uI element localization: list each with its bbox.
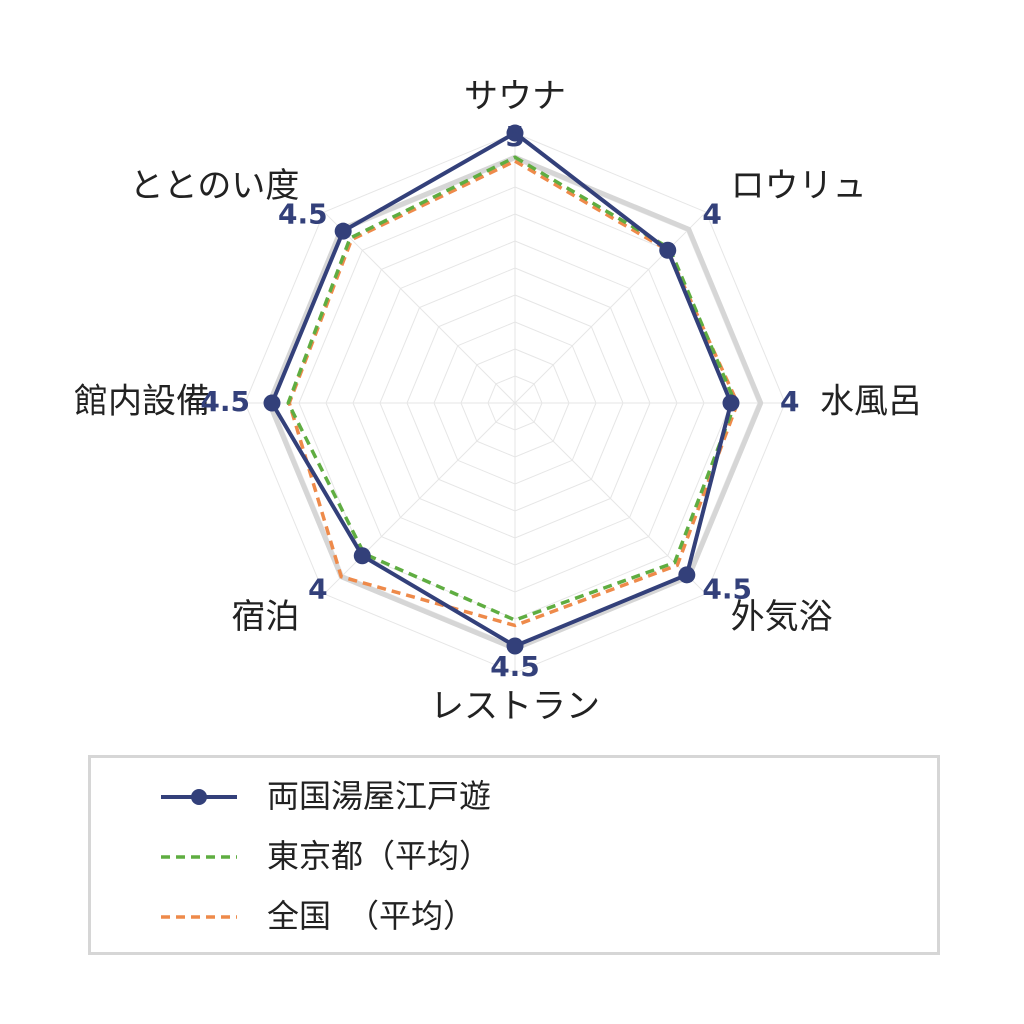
- series-point: [263, 394, 281, 412]
- legend-label: 両国湯屋江戸遊: [267, 777, 492, 815]
- series-line: [286, 155, 738, 622]
- series-point: [353, 547, 371, 565]
- series-point: [334, 222, 352, 240]
- axis-label: サウナ: [464, 77, 566, 117]
- grid-spoke: [323, 402, 516, 595]
- series-point: [506, 637, 524, 655]
- series-point: [506, 124, 524, 142]
- value-label: 4.5: [490, 650, 540, 683]
- series-point: [678, 566, 696, 584]
- value-label: 4: [702, 198, 721, 231]
- axis-label: 館内設備: [74, 382, 210, 422]
- legend-item-series-2: 東京都（平均）: [91, 832, 937, 882]
- series-point: [722, 394, 740, 412]
- axis-label: 水風呂: [820, 382, 922, 422]
- value-label: 4.5: [702, 572, 752, 605]
- legend-swatch-dashed-green: [161, 855, 237, 859]
- value-label: 4.5: [200, 385, 250, 418]
- legend-label: 全国 （平均）: [267, 897, 476, 935]
- grid-spoke: [514, 211, 707, 404]
- value-label: 5: [505, 120, 524, 153]
- legend-label: 東京都（平均）: [267, 837, 492, 875]
- axis-label: ととのい度: [130, 166, 300, 206]
- radar-labels: サウナ5ロウリュ4水風呂4外気浴4.5レストラン4.5宿泊4館内設備4.5ととの…: [74, 77, 922, 727]
- legend-swatch-solid-marker: [161, 789, 237, 805]
- legend-item-series-1: 両国湯屋江戸遊: [91, 772, 937, 822]
- legend: 両国湯屋江戸遊 東京都（平均） 全国 （平均）: [88, 755, 940, 955]
- axis-label: レストラン: [430, 687, 600, 727]
- radar-chart: サウナ5ロウリュ4水風呂4外気浴4.5レストラン4.5宿泊4館内設備4.5ととの…: [74, 77, 922, 727]
- value-label: 4: [780, 385, 799, 418]
- axis-label: ロウリュ: [731, 166, 867, 206]
- value-label: 4: [308, 572, 327, 605]
- value-label: 4.5: [278, 198, 328, 231]
- axis-label: 外気浴: [731, 597, 833, 637]
- legend-item-series-3: 全国 （平均）: [91, 892, 937, 942]
- legend-swatch-dashed-orange: [161, 915, 237, 919]
- series-point: [659, 241, 677, 259]
- grid-spoke: [323, 211, 516, 404]
- axis-label: 宿泊: [231, 597, 299, 637]
- radar-series: [263, 124, 740, 655]
